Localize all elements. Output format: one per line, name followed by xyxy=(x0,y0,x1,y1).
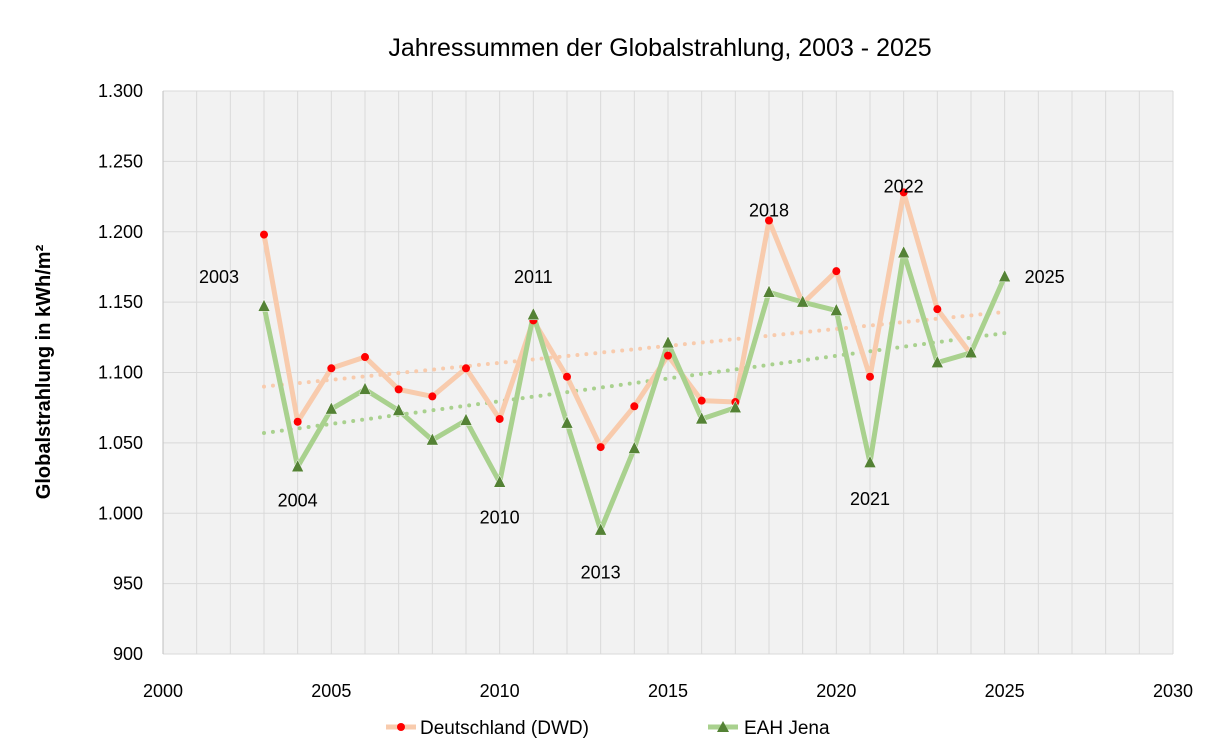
data-point-eah xyxy=(695,411,709,425)
chart-title: Jahressummen der Globalstrahlung, 2003 -… xyxy=(388,34,931,62)
series-group xyxy=(257,188,1012,536)
data-point-eah xyxy=(728,400,742,413)
data-point-dwd xyxy=(630,402,639,411)
annotation-label: 2025 xyxy=(1025,267,1065,287)
data-point-eah xyxy=(964,345,978,359)
x-tick-label: 2015 xyxy=(648,681,688,701)
data-point-dwd xyxy=(899,188,908,197)
y-tick-label: 1.300 xyxy=(98,81,143,101)
annotation-label: 2022 xyxy=(884,177,924,197)
data-point-eah xyxy=(526,307,540,321)
series-line-dwd xyxy=(261,189,974,450)
data-point-eah xyxy=(930,355,944,368)
legend-label-dwd: Deutschland (DWD) xyxy=(420,718,589,739)
data-point-eah xyxy=(762,284,776,298)
data-point-dwd xyxy=(933,305,942,314)
data-point-dwd xyxy=(361,353,369,362)
data-point-dwd xyxy=(260,230,268,239)
data-point-dwd xyxy=(765,216,773,225)
x-axis: 2000 2005 2010 2015 2020 2025 2030 xyxy=(143,681,1193,701)
data-point-eah xyxy=(897,245,911,259)
y-tick-label: 1.100 xyxy=(98,363,143,383)
x-tick-label: 2025 xyxy=(985,681,1025,701)
data-point-eah xyxy=(324,401,338,415)
y-tick-label: 1.200 xyxy=(98,222,143,242)
data-point-dwd xyxy=(327,364,336,373)
data-point-eah xyxy=(425,432,439,446)
y-tick-label: 900 xyxy=(113,644,143,664)
x-tick-label: 2010 xyxy=(480,681,520,701)
x-tick-label: 2000 xyxy=(143,681,183,701)
data-point-eah xyxy=(829,303,843,316)
annotation-label: 2010 xyxy=(480,507,520,527)
data-point-eah xyxy=(459,412,473,426)
data-point-dwd xyxy=(563,372,571,381)
y-tick-label: 1.050 xyxy=(98,433,143,453)
data-point-dwd xyxy=(428,392,437,401)
data-point-dwd xyxy=(664,351,672,360)
x-tick-label: 2005 xyxy=(311,681,351,701)
data-point-eah xyxy=(560,415,574,429)
data-point-eah xyxy=(863,455,877,468)
annotation-label: 2004 xyxy=(278,491,318,511)
trendline-eah xyxy=(262,331,1007,436)
data-point-dwd xyxy=(697,396,706,405)
data-point-eah xyxy=(661,335,675,349)
x-tick-label: 2030 xyxy=(1153,681,1193,701)
data-point-dwd xyxy=(394,385,403,394)
legend-marker-eah xyxy=(717,721,729,732)
legend-marker-dwd xyxy=(397,723,405,731)
legend: Deutschland (DWD) EAH Jena xyxy=(386,718,830,739)
annotations: 2003 2004 2010 2011 2013 2018 2021 2022 2025 xyxy=(199,177,1065,583)
annotation-label: 2013 xyxy=(581,562,621,582)
data-point-eah xyxy=(796,294,810,308)
y-tick-label: 1.000 xyxy=(98,503,143,523)
data-point-eah xyxy=(594,522,608,536)
x-tick-label: 2020 xyxy=(816,681,856,701)
annotation-label: 2003 xyxy=(199,267,239,287)
data-point-eah xyxy=(291,459,305,473)
data-point-eah xyxy=(358,381,372,395)
annotation-label: 2011 xyxy=(514,267,553,287)
data-point-eah xyxy=(257,298,271,312)
data-point-dwd xyxy=(462,364,470,373)
data-point-dwd xyxy=(596,443,605,452)
data-point-eah xyxy=(493,474,507,488)
annotation-label: 2021 xyxy=(850,489,890,509)
y-tick-label: 1.150 xyxy=(98,292,143,312)
data-point-eah xyxy=(392,402,406,416)
data-point-eah xyxy=(627,440,641,454)
legend-label-eah: EAH Jena xyxy=(744,718,830,739)
data-point-dwd xyxy=(495,414,504,423)
y-tick-label: 950 xyxy=(113,574,143,594)
annotation-label: 2018 xyxy=(749,201,789,221)
data-point-dwd xyxy=(866,372,874,381)
data-point-dwd xyxy=(293,417,302,426)
y-axis-label: Globalstrahlung in kWh/m² xyxy=(33,244,55,499)
y-tick-label: 1.250 xyxy=(98,151,143,171)
data-point-eah xyxy=(998,269,1012,283)
data-point-dwd xyxy=(832,267,841,276)
y-axis: 900 950 1.000 1.050 1.100 1.150 1.200 1.250 1.30… xyxy=(98,81,164,664)
